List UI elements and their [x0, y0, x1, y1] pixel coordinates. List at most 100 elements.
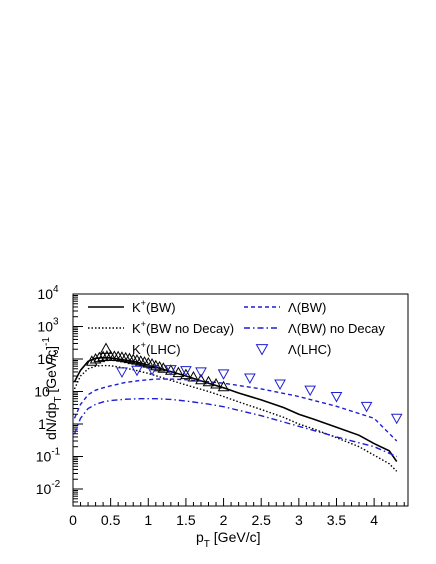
- series-4-point: [157, 362, 170, 373]
- series-4-point: [180, 368, 192, 380]
- series-layer: [73, 350, 403, 472]
- y-tick-exponent: 2: [53, 349, 59, 360]
- x-tick-label: 0: [69, 512, 77, 528]
- legend-label-base: Λ: [288, 300, 297, 315]
- legend-label-rest: (LHC): [297, 342, 332, 357]
- series-5-point: [146, 365, 158, 376]
- series-4-point: [210, 377, 222, 389]
- plot-frame: [72, 293, 409, 507]
- series-5-point: [244, 373, 256, 385]
- legend-label-base: K: [132, 300, 141, 315]
- y-tick-label: 10-2: [36, 479, 61, 497]
- y-tick-label: 1: [38, 416, 46, 432]
- legend-label-sup: +: [141, 298, 146, 308]
- y-tick-exponent: -1: [51, 447, 60, 458]
- series-4-point: [123, 352, 136, 364]
- legend-label-base: Λ: [288, 342, 297, 357]
- series-5-point: [330, 392, 343, 403]
- series-5-point: [390, 413, 403, 425]
- y-tick-base: 10: [37, 319, 53, 335]
- legend-marker: [99, 342, 113, 354]
- series-4-point: [119, 351, 132, 363]
- y-tick-base: 10: [36, 449, 52, 465]
- legend: K+(BW) Λ(BW)K+(BW no Decay) Λ(BW) no Decay…: [88, 298, 385, 357]
- legend-label: Λ(LHC): [288, 342, 331, 357]
- legend-label-rest: (BW): [146, 300, 176, 315]
- series-4-point: [131, 354, 143, 365]
- y-tick-exponent: 3: [53, 317, 59, 328]
- y-tick-base: 10: [37, 286, 53, 302]
- x-tick-label: 4: [370, 512, 378, 528]
- y-tick-label: 103: [37, 317, 59, 335]
- x-tick-label: 2.5: [251, 512, 271, 528]
- legend-label-sup: +: [141, 340, 146, 350]
- y-axis-title-b: [GeV/c]: [43, 346, 59, 397]
- x-axis-title-rest: [GeV/c]: [210, 529, 261, 545]
- legend-label-base: K: [132, 321, 141, 336]
- x-axis-title: pT [GeV/c]: [196, 529, 260, 550]
- y-axis-title-sub: T: [53, 397, 64, 403]
- y-tick-base: 1: [38, 416, 46, 432]
- series-4-point: [187, 370, 200, 382]
- y-tick-label: 102: [37, 349, 59, 367]
- series-5-point: [195, 367, 207, 378]
- series-4-point: [89, 352, 102, 364]
- legend-label: K+(BW): [132, 298, 176, 315]
- x-tick-label: 1: [144, 512, 152, 528]
- legend-label: K+(BW no Decay): [132, 319, 234, 336]
- y-tick-exponent: -2: [51, 479, 60, 490]
- legend-label-base: K: [132, 342, 141, 357]
- series-4-point: [93, 351, 106, 363]
- series-1-line: [73, 364, 398, 472]
- legend-label-rest: (LHC): [146, 342, 181, 357]
- legend-label-base: Λ: [288, 321, 297, 336]
- series-4-point: [112, 350, 125, 362]
- series-4-point: [127, 353, 140, 365]
- series-5-point: [217, 369, 230, 380]
- series-0-line: [73, 356, 398, 462]
- y-tick-base: 10: [37, 351, 53, 367]
- series-3-line: [73, 398, 397, 458]
- legend-label: Λ(BW): [288, 300, 326, 315]
- x-tick-label: 3.5: [327, 512, 347, 528]
- series-5-point: [274, 379, 286, 391]
- series-4-point: [217, 380, 230, 392]
- y-tick-exponent: 4: [53, 284, 59, 295]
- y-tick-label: 10-1: [36, 447, 61, 465]
- y-tick-label: 10: [34, 384, 50, 400]
- series-5-point: [360, 401, 373, 413]
- y-axis-title-a: dN/dp: [43, 402, 59, 440]
- series-5-point: [165, 365, 177, 376]
- series-4-point: [195, 373, 207, 385]
- legend-label-rest: (BW no Decay): [146, 321, 234, 336]
- series-5-point: [131, 365, 143, 377]
- x-tick-label: 1.5: [176, 512, 196, 528]
- legend-label-rest: (BW) no Decay: [297, 321, 386, 336]
- y-axis-title-sup: -1: [41, 337, 52, 346]
- series-2-line: [73, 378, 398, 442]
- x-axis-title-main: p: [196, 529, 204, 545]
- series-5-point: [304, 385, 316, 397]
- y-tick-base: 10: [34, 384, 50, 400]
- legend-label-sup: +: [141, 319, 146, 329]
- x-tick-label: 2: [220, 512, 228, 528]
- y-tick-base: 10: [36, 481, 52, 497]
- y-tick-label: 104: [37, 284, 59, 302]
- legend-label-rest: (BW): [297, 300, 327, 315]
- legend-marker: [255, 344, 269, 356]
- series-4-point: [172, 366, 185, 378]
- legend-label: Λ(BW) no Decay: [288, 321, 385, 336]
- x-tick-label: 0.5: [101, 512, 121, 528]
- series-4-point: [134, 355, 147, 366]
- series-5-point: [180, 366, 192, 377]
- legend-label: K+(LHC): [132, 340, 181, 357]
- series-5-point: [116, 367, 128, 378]
- y-axis-title: dN/dpT [GeV/c]-1: [41, 337, 64, 440]
- series-4-point: [138, 356, 151, 367]
- series-4-point: [202, 375, 215, 387]
- x-tick-label: 3: [295, 512, 303, 528]
- x-axis-title-sub: T: [204, 539, 210, 550]
- series-4-point: [116, 351, 128, 362]
